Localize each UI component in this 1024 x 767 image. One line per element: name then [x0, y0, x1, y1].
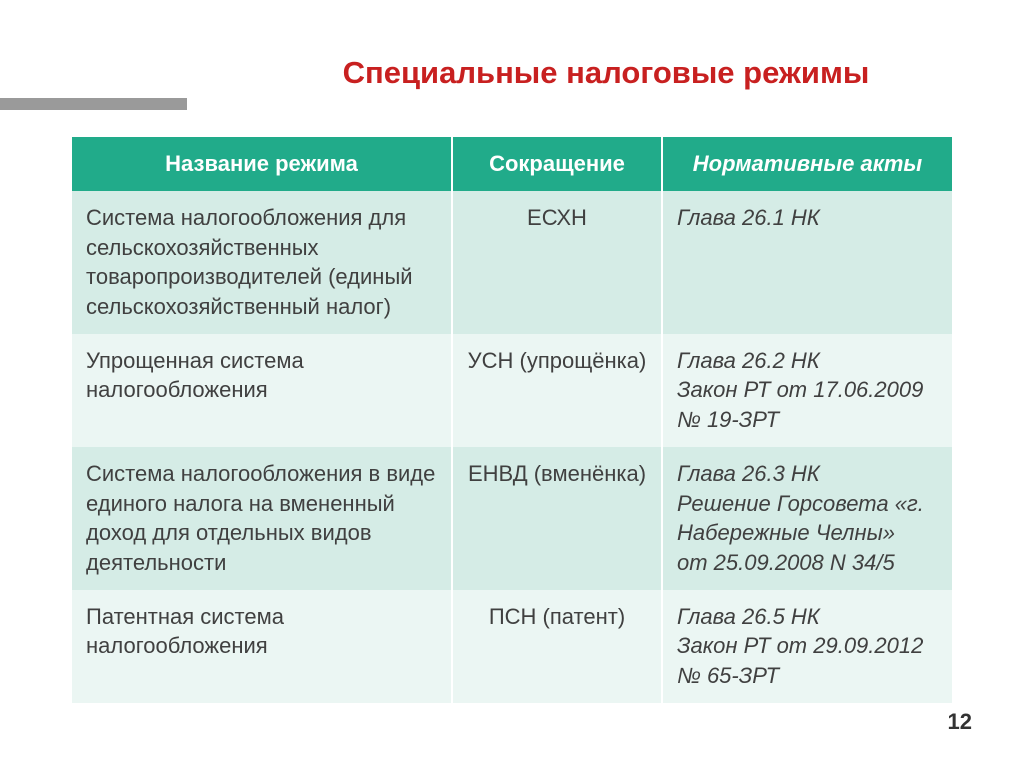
cell-name: Система налогообложения для сельскохозяй…: [72, 191, 452, 334]
accent-bar: [0, 98, 187, 110]
table-header-row: Название режима Сокращение Нормативные а…: [72, 137, 952, 191]
col-header-name: Название режима: [72, 137, 452, 191]
tax-regimes-table: Название режима Сокращение Нормативные а…: [72, 137, 952, 703]
cell-name: Упрощенная система налогообложения: [72, 334, 452, 447]
cell-acts: Глава 26.5 НКЗакон РТ от 29.09.2012 № 65…: [662, 590, 952, 703]
cell-abbr: ЕСХН: [452, 191, 662, 334]
col-header-acts: Нормативные акты: [662, 137, 952, 191]
cell-abbr: УСН (упрощёнка): [452, 334, 662, 447]
cell-name: Система налогообложения в виде единого н…: [72, 447, 452, 590]
table-row: Система налогообложения для сельскохозяй…: [72, 191, 952, 334]
cell-acts: Глава 26.1 НК: [662, 191, 952, 334]
table-row: Упрощенная система налогообложения УСН (…: [72, 334, 952, 447]
cell-acts: Глава 26.3 НКРешение Горсовета «г. Набер…: [662, 447, 952, 590]
cell-name: Патентная система налогообложения: [72, 590, 452, 703]
table-row: Патентная система налогообложения ПСН (п…: [72, 590, 952, 703]
slide-title: Специальные налоговые режимы: [248, 55, 964, 91]
cell-abbr: ПСН (патент): [452, 590, 662, 703]
col-header-abbr: Сокращение: [452, 137, 662, 191]
cell-acts: Глава 26.2 НКЗакон РТ от 17.06.2009 № 19…: [662, 334, 952, 447]
cell-abbr: ЕНВД (вменёнка): [452, 447, 662, 590]
page-number: 12: [948, 709, 972, 735]
table-row: Система налогообложения в виде единого н…: [72, 447, 952, 590]
